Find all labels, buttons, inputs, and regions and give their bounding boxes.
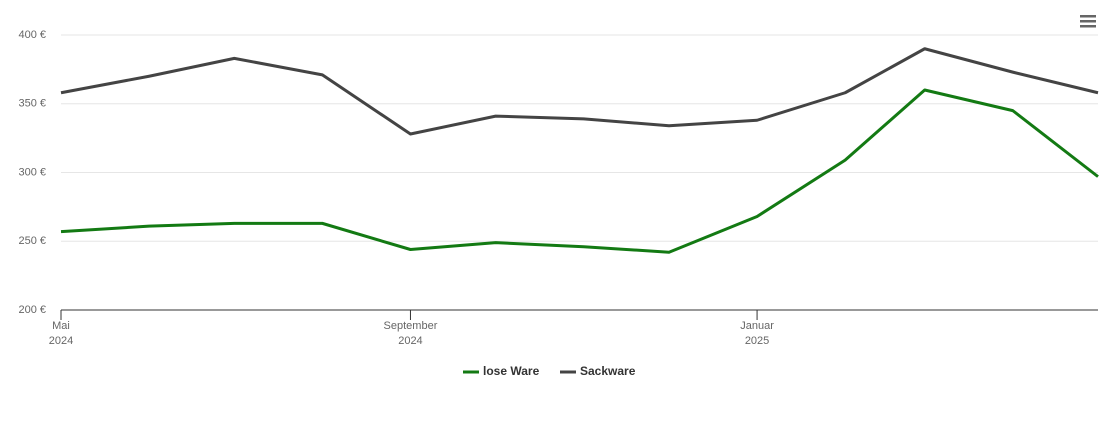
x-tick-label: Januar: [740, 320, 774, 332]
x-tick-label: September: [384, 320, 438, 332]
x-tick-label: 2024: [398, 335, 422, 347]
x-tick-label: 2025: [745, 335, 769, 347]
x-tick-label: Mai: [52, 320, 70, 332]
y-tick-label: 400 €: [18, 29, 46, 41]
menu-bar: [1080, 20, 1096, 23]
series-line: [60, 47, 1099, 136]
menu-button[interactable]: [1080, 15, 1096, 28]
legend-item[interactable]: Sackware: [560, 364, 636, 378]
menu-bar: [1080, 15, 1096, 18]
legend-label: lose Ware: [483, 364, 540, 378]
menu-bar: [1080, 25, 1096, 28]
y-tick-label: 250 €: [18, 235, 46, 247]
legend-item[interactable]: lose Ware: [463, 364, 540, 378]
series-line: [60, 88, 1099, 254]
y-tick-label: 200 €: [18, 304, 46, 316]
y-tick-label: 300 €: [18, 166, 46, 178]
x-tick-label: 2024: [49, 335, 73, 347]
y-tick-label: 350 €: [18, 98, 46, 110]
legend-label: Sackware: [580, 364, 636, 378]
